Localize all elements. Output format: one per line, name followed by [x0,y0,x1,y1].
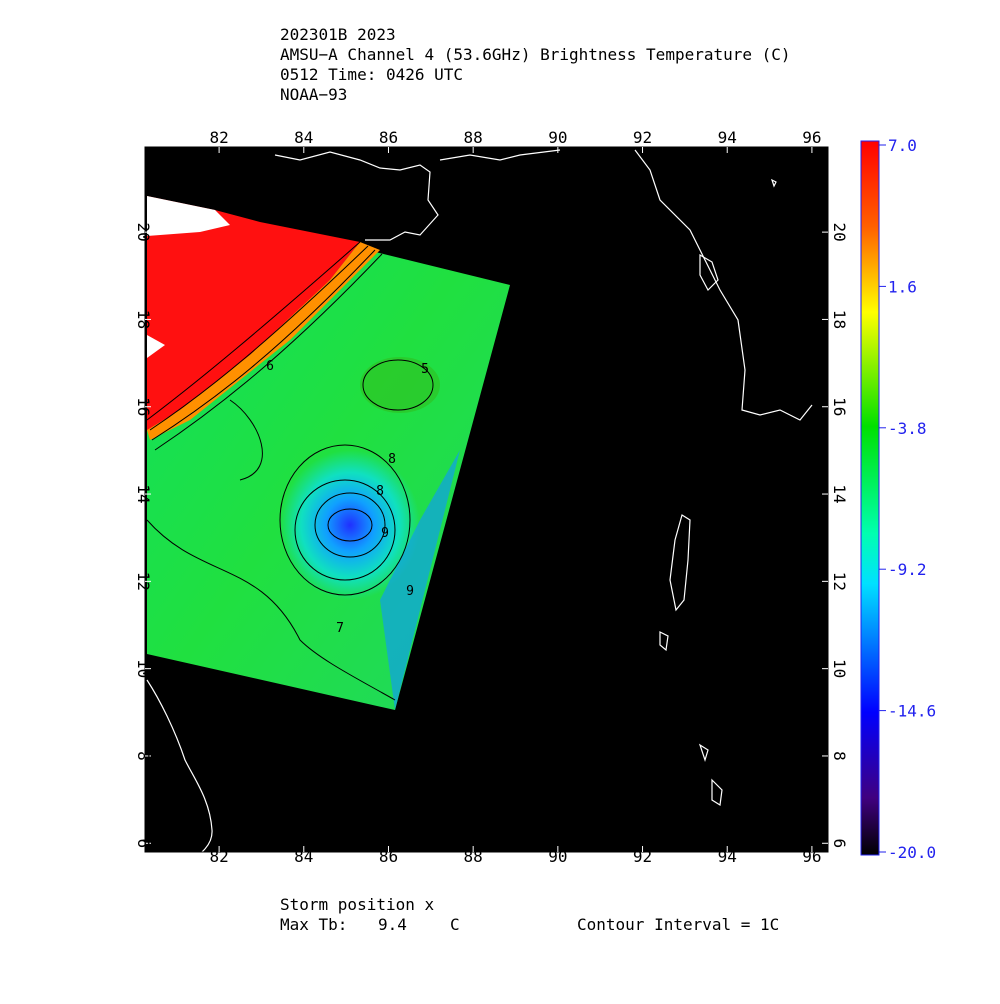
y-tick-label: 10 [830,659,849,678]
no-data [147,335,165,358]
y-tick-label: 6 [830,838,849,848]
x-tick-label: 88 [464,128,483,147]
storm-position: Storm position x [280,895,434,914]
contour-label: 7 [336,621,344,636]
colorbar-scale [860,140,880,856]
x-tick-label: 84 [294,847,313,866]
max-unit: C [450,915,460,934]
colorbar-tick-label: -9.2 [888,560,927,579]
contour-interval: Contour Interval = 1C [577,915,779,934]
x-tick-label: 90 [548,847,567,866]
contour-label: 8 [376,484,384,499]
colorbar-tick-label: -3.8 [888,419,927,438]
contour-label: 9 [406,584,414,599]
title-line: 202301B 2023 [280,25,396,44]
x-tick-label: 96 [802,847,821,866]
y-tick-label: 16 [830,397,849,416]
map-frame [144,146,829,853]
title-line: NOAA−93 [280,85,347,104]
y-tick-label: 18 [830,310,849,329]
y-tick-label: 12 [830,572,849,591]
x-tick-label: 94 [718,128,737,147]
y-tick-label: 8 [830,751,849,761]
y-tick-label: 14 [830,484,849,503]
y-tick-label: 6 [134,838,153,848]
contours [146,241,434,701]
x-tick-label: 88 [464,847,483,866]
map: 6 5 8 8 9 9 7 [145,147,828,852]
x-tick-label: 96 [802,128,821,147]
x-tick-label: 94 [718,847,737,866]
x-tick-label: 92 [633,128,652,147]
x-tick-label: 82 [209,128,228,147]
x-tick-label: 84 [294,128,313,147]
x-tick-label: 92 [633,847,652,866]
y-tick-label: 20 [830,222,849,241]
no-data [147,196,230,236]
contour-label: 5 [421,362,429,377]
y-tick-label: 12 [134,572,153,591]
max-value: 9.4 [378,915,407,934]
y-tick-label: 16 [134,397,153,416]
colorbar-tick-label: -20.0 [888,843,936,862]
title-line: 0512 Time: 0426 UTC [280,65,463,84]
x-tick-label: 86 [379,847,398,866]
colorbar: 7.0 1.6 -3.8 -9.2 -14.6 -20.0 [860,136,936,862]
contour-label: 8 [388,452,396,467]
x-tick-label: 86 [379,128,398,147]
y-tick-label: 14 [134,484,153,503]
y-tick-label: 8 [134,751,153,761]
storm-core [280,450,420,600]
y-tick-label: 20 [134,222,153,241]
contour-label: 6 [266,359,274,374]
coastlines [146,149,813,852]
y-tick-label: 10 [134,659,153,678]
contour-label: 9 [381,526,389,541]
colorbar-tick-label: -14.6 [888,702,936,721]
title-line: AMSU−A Channel 4 (53.6GHz) Brightness Te… [280,45,791,64]
max-label: Max Tb: [280,915,347,934]
x-tick-label: 82 [209,847,228,866]
warm-region [147,196,360,430]
y-tick-label: 18 [134,310,153,329]
cold-edge [380,450,460,710]
contour-labels: 6 5 8 8 9 9 7 [266,359,429,636]
colorbar-tick-label: 1.6 [888,277,917,296]
x-tick-label: 90 [548,128,567,147]
warm-spot [360,357,440,413]
colorbar-tick-label: 7.0 [888,136,917,155]
